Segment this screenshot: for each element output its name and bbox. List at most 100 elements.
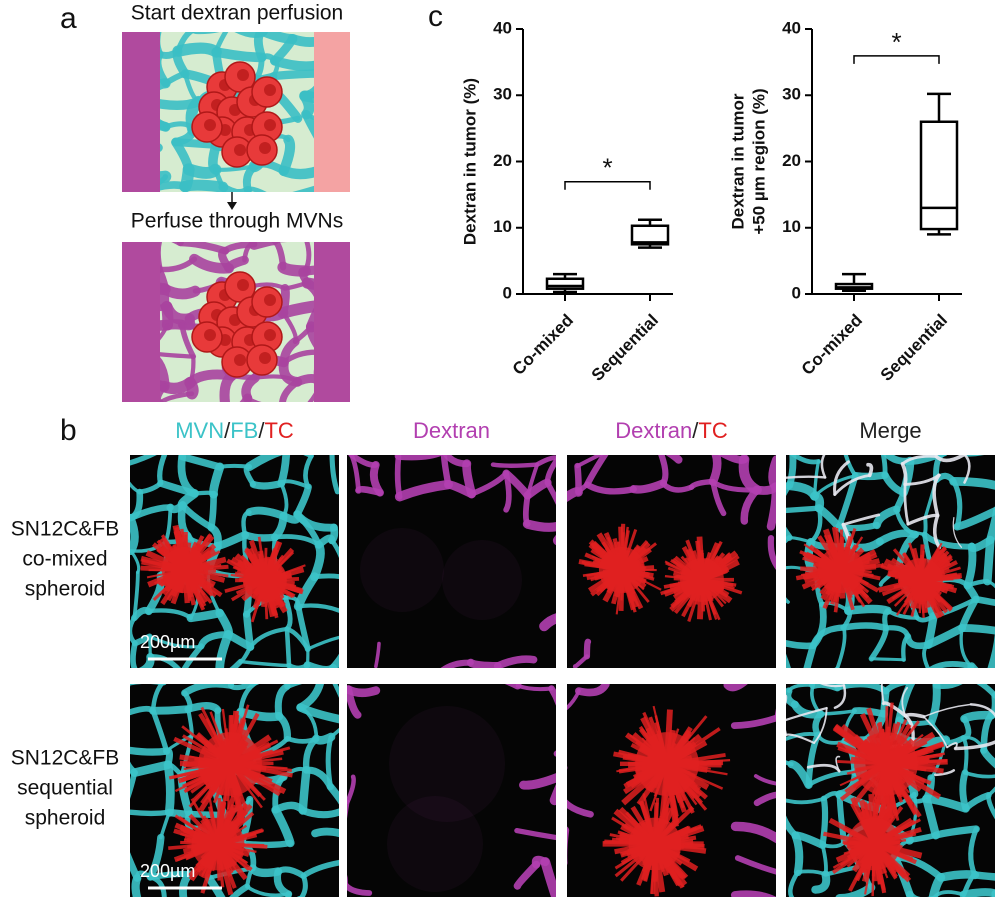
vessel xyxy=(835,883,876,897)
vessel xyxy=(900,461,908,487)
vessel xyxy=(980,746,995,769)
vessel xyxy=(583,638,592,660)
vessel xyxy=(552,534,556,546)
vessel xyxy=(248,242,279,250)
vessel xyxy=(819,684,846,688)
vessel xyxy=(922,642,931,668)
vessel xyxy=(775,765,776,769)
vessel xyxy=(130,513,139,555)
vessel xyxy=(963,770,995,779)
channel xyxy=(314,242,350,402)
vessel xyxy=(171,242,184,247)
vessel xyxy=(245,866,255,889)
y-tick-label: 40 xyxy=(493,18,512,37)
image-bg xyxy=(347,684,556,897)
vessel xyxy=(554,612,556,622)
vessel xyxy=(361,247,363,257)
vessel xyxy=(903,483,910,526)
vessel xyxy=(567,861,568,865)
x-tick-label: Co-mixed xyxy=(798,311,866,379)
vessel xyxy=(179,322,197,360)
vessel xyxy=(567,799,594,818)
vessel xyxy=(845,446,882,451)
vessel xyxy=(338,833,339,834)
tumor-core xyxy=(191,817,245,871)
vessel xyxy=(840,622,890,632)
schematic xyxy=(122,32,350,192)
faint-signal xyxy=(442,540,522,620)
vessel xyxy=(786,535,792,544)
nucleus xyxy=(259,142,271,154)
vessel xyxy=(284,626,292,668)
vessel xyxy=(329,538,339,559)
vessel xyxy=(983,535,995,586)
vessel xyxy=(959,888,995,897)
x-tick-label: Sequential xyxy=(588,311,662,385)
header-part: / xyxy=(692,418,699,443)
vessel xyxy=(329,653,339,668)
vessel xyxy=(786,596,790,604)
vessel xyxy=(321,675,332,680)
vessel xyxy=(204,874,226,897)
vessel xyxy=(567,826,570,865)
vessel xyxy=(901,634,910,662)
vessel xyxy=(803,642,817,668)
vessel xyxy=(928,661,975,668)
vessel xyxy=(147,874,167,897)
vessel xyxy=(303,661,338,668)
vessel xyxy=(549,783,556,806)
vessel xyxy=(976,684,995,699)
vessel xyxy=(835,755,841,772)
header-part: Dextran xyxy=(615,418,692,443)
vessel xyxy=(253,32,268,62)
vessel xyxy=(895,684,916,724)
vessel xyxy=(539,613,556,632)
header-part: TC xyxy=(698,418,727,443)
vessel xyxy=(951,478,963,530)
nucleus xyxy=(259,352,271,364)
vessel xyxy=(774,708,776,721)
vessel xyxy=(866,462,874,478)
faint-signal xyxy=(389,706,505,822)
row-label: spheroid xyxy=(25,578,106,601)
channel xyxy=(314,32,350,192)
vessel xyxy=(329,455,339,495)
vessel xyxy=(466,658,502,668)
column-header: MVN/FB/TC xyxy=(175,418,294,443)
vessel xyxy=(723,684,748,692)
vessel xyxy=(789,672,804,679)
vessel xyxy=(298,873,308,897)
vessel xyxy=(927,684,941,726)
vessel xyxy=(181,684,235,697)
vessel xyxy=(708,455,722,486)
vessel xyxy=(211,47,267,63)
nucleus xyxy=(204,119,216,131)
x-tick-label: Sequential xyxy=(877,311,951,385)
vessel xyxy=(786,455,797,490)
y-tick-label: 40 xyxy=(782,18,801,37)
header-part: / xyxy=(224,418,231,443)
y-tick-label: 10 xyxy=(782,217,801,236)
vessel xyxy=(122,242,123,244)
vessel xyxy=(567,825,568,833)
nucleus xyxy=(264,294,276,306)
vessel xyxy=(932,825,980,839)
vessel xyxy=(219,370,238,402)
y-axis-label: Dextran in tumor xyxy=(728,93,747,229)
micrograph xyxy=(786,684,995,897)
y-tick-label: 0 xyxy=(503,283,512,302)
schematic xyxy=(112,242,363,402)
vessel xyxy=(753,791,776,807)
vessel xyxy=(786,694,788,706)
vessel xyxy=(811,870,831,894)
nucleus xyxy=(204,329,216,341)
vessel xyxy=(819,795,829,849)
vessel xyxy=(782,874,784,904)
vessel xyxy=(112,271,119,284)
vessel xyxy=(338,861,339,864)
tumor-core xyxy=(628,817,682,871)
nucleus xyxy=(264,119,276,131)
vessel xyxy=(347,685,362,719)
vessel xyxy=(179,179,229,192)
